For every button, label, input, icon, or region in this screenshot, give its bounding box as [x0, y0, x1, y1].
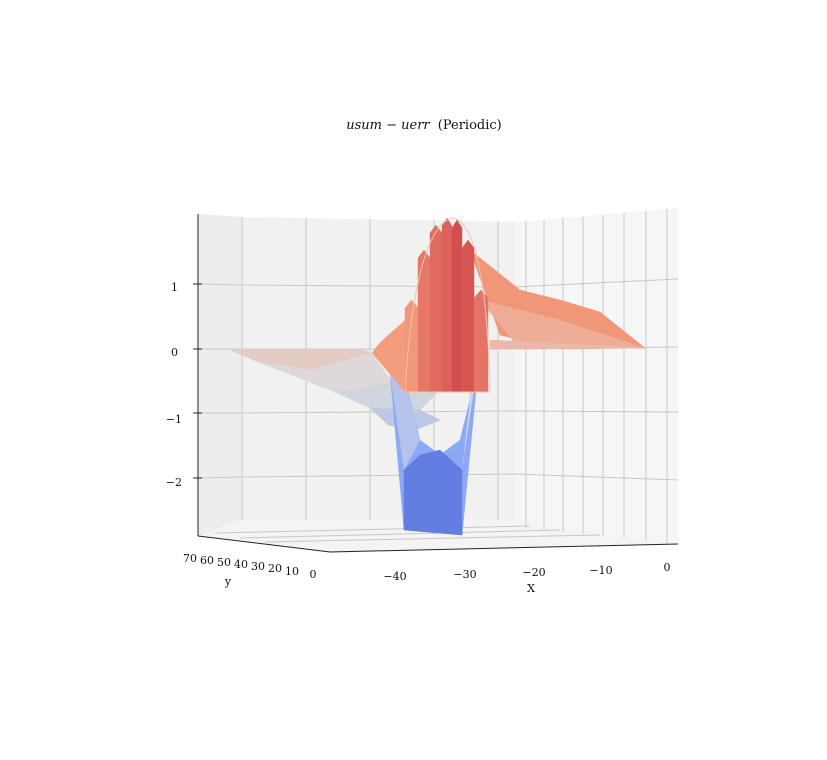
surface-patch	[417, 249, 431, 393]
title-math: usum − uerr	[346, 118, 430, 133]
x-tick-label: 0	[664, 561, 671, 574]
surface-patch	[441, 217, 453, 393]
z-tick-label: −2	[166, 476, 182, 489]
x-axis-line	[329, 543, 679, 553]
grid-line	[197, 476, 243, 479]
y-tick-label: 70	[183, 552, 197, 565]
y-tick-label: 30	[251, 560, 265, 573]
surface-patch	[473, 289, 489, 393]
surface-patch	[403, 449, 463, 536]
pane-floor	[198, 520, 678, 552]
title-suffix: (Periodic)	[438, 118, 502, 133]
grid-line	[514, 473, 679, 481]
surface-patch	[404, 299, 419, 393]
peak-outline	[404, 217, 491, 393]
grid-line	[514, 410, 679, 413]
grid-line	[214, 525, 531, 534]
surface	[227, 217, 646, 536]
y-tick-label: 40	[234, 558, 248, 571]
surface-patch	[372, 320, 405, 392]
surface-patch	[429, 224, 443, 393]
surface-patch	[489, 339, 646, 350]
surface-patch	[451, 219, 463, 393]
grid-line	[264, 534, 601, 543]
y-tick-label: 60	[200, 554, 214, 567]
y-axis-line	[197, 535, 331, 553]
grid-line	[514, 278, 679, 288]
y-tick-label: 50	[217, 556, 231, 569]
x-ticks: −40 −30 −20 −10 0 X	[383, 561, 670, 595]
x-tick-label: −40	[383, 570, 406, 583]
axis-lines	[197, 214, 679, 553]
x-tick-label: −20	[522, 566, 545, 579]
grid-line	[197, 283, 243, 286]
surface-patch	[257, 352, 393, 393]
x-tick-label: −30	[453, 568, 476, 581]
grid-line	[241, 473, 516, 478]
y-tick-label: 10	[285, 565, 299, 578]
z-tick-label: 1	[171, 281, 178, 294]
y-tick-label: 0	[310, 568, 317, 581]
pane-left	[198, 214, 242, 536]
y-ticks: 70 60 50 40 30 20 10 0 y	[183, 552, 317, 588]
surface-patch	[461, 239, 475, 393]
z-tick-label: −1	[166, 413, 182, 426]
chart-title: usum − uerr (Periodic)	[346, 118, 502, 133]
grid-line	[239, 529, 561, 539]
x-axis-label: X	[527, 582, 535, 595]
z-ticks: 1 0 −1 −2	[166, 281, 202, 489]
z-tick-label: 0	[171, 346, 178, 359]
y-tick-label: 20	[268, 562, 282, 575]
x-tick-label: −10	[589, 564, 612, 577]
pane-right	[515, 208, 678, 544]
y-axis-label: y	[224, 575, 232, 588]
